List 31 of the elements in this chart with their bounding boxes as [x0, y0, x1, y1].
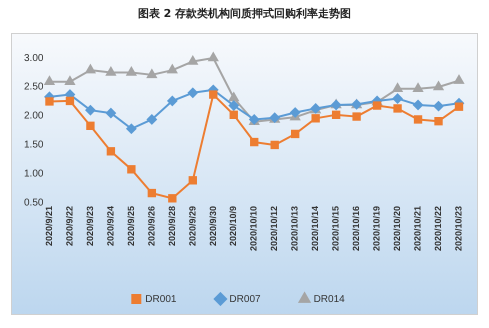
- legend-label: DR007: [229, 294, 261, 305]
- x-tick-label: 2020/10/19: [372, 206, 382, 252]
- x-tick-label: 2020/9/28: [166, 206, 177, 246]
- x-tick-label: 2020/9/30: [208, 206, 218, 246]
- x-tick-label: 2020/9/26: [146, 206, 156, 246]
- x-tick-label: 2020/9/22: [64, 206, 74, 246]
- y-tick-label: 1.50: [24, 140, 44, 151]
- x-tick-label: 2020/10/10: [248, 206, 259, 252]
- x-tick-label: 2020/9/24: [105, 206, 116, 246]
- x-tick-label: 2020/10/16: [351, 206, 362, 252]
- x-tick-label: 2020/10/23: [453, 206, 464, 252]
- x-tick-label: 2020/10/13: [290, 206, 300, 252]
- x-tick-label: 2020/9/29: [187, 206, 198, 246]
- y-tick-label: 0.50: [24, 198, 44, 209]
- y-tick-label: 1.00: [24, 168, 44, 180]
- x-tick-label: 2020/10/15: [330, 206, 341, 252]
- x-tick-label: 2020/10/12: [269, 206, 280, 252]
- x-tick-label: 2020/9/25: [126, 206, 136, 246]
- x-tick-label: 2020/10/9: [228, 206, 238, 246]
- y-tick-label: 2.50: [24, 82, 44, 93]
- chart-title: 图表 2 存款类机构间质押式回购利率走势图: [136, 6, 352, 21]
- x-tick-label: 2020/10/14: [310, 206, 320, 252]
- legend-label: DR001: [145, 294, 177, 305]
- x-tick-label: 2020/9/23: [84, 206, 95, 246]
- y-tick-label: 3.00: [24, 52, 44, 64]
- legend-label: DR014: [314, 294, 346, 305]
- x-tick-label: 2020/10/22: [433, 206, 444, 252]
- y-tick-label: 2.00: [24, 110, 44, 122]
- x-tick-label: 2020/10/20: [392, 206, 402, 252]
- x-tick-label: 2020/9/21: [44, 206, 54, 246]
- x-tick-label: 2020/10/21: [412, 206, 423, 252]
